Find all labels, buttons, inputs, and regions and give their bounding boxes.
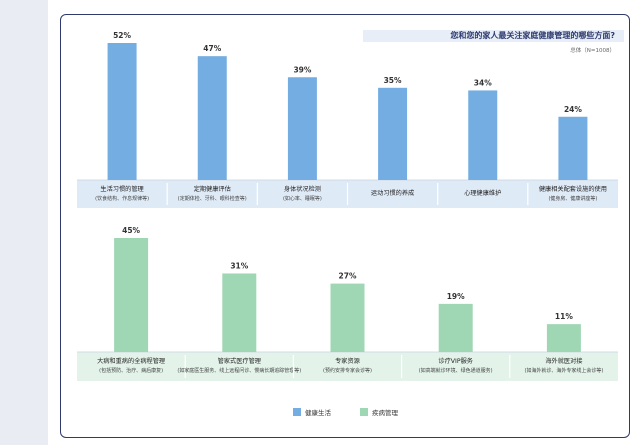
disease-bar — [438, 303, 473, 352]
chart-title: 您和您的家人最关注家庭健康管理的哪些方面? — [450, 31, 615, 40]
health-category-sublabel: (如心率、睡眠等) — [283, 195, 322, 202]
health-value-label: 39% — [293, 65, 311, 74]
chart-svg: 52% 生活习惯的管理 (饮食结构、作息规律等) 47% 定期健康评估 (定期体检、牙科、… — [77, 31, 618, 417]
legend-swatch — [293, 408, 301, 416]
legend-label: 疾病管理 — [372, 408, 399, 417]
health-bar — [558, 116, 588, 180]
health-category-label: 生活习惯的管理 — [100, 185, 143, 193]
disease-category-band — [77, 352, 618, 381]
page: 您和您的家人最关注家庭健康管理的哪些方面? 总体（N=1008） 52% 生活习惯… — [48, 0, 641, 445]
disease-value-label: 31% — [230, 261, 248, 270]
health-value-label: 35% — [384, 76, 402, 85]
health-category-sublabel: (健身房、健康讲座等) — [548, 195, 597, 202]
disease-value-label: 19% — [447, 292, 465, 301]
disease-bar — [222, 273, 257, 352]
health-bar — [468, 90, 498, 180]
disease-category-label: 海外就医对接 — [545, 357, 582, 365]
disease-value-label: 27% — [339, 272, 357, 281]
disease-value-label: 45% — [122, 226, 140, 235]
disease-bar — [330, 283, 365, 352]
disease-category-sublabel: (如家庭医生服务、线上远程问诊、慢病长期追踪管理等) — [177, 367, 301, 374]
health-category-sublabel: (饮食结构、作息规律等) — [95, 195, 149, 202]
health-bar — [287, 77, 317, 180]
disease-category-sublabel: (如高端就诊环境、绿色通道服务) — [419, 367, 493, 374]
legend-label: 健康生活 — [305, 408, 332, 417]
health-bar — [107, 43, 137, 180]
health-value-label: 24% — [564, 105, 582, 114]
health-category-sublabel: (定期体检、牙科、眼科检查等) — [178, 195, 247, 202]
health-category-label: 健康相关配套设施的使用 — [539, 185, 607, 193]
health-category-label: 运动习惯的养成 — [371, 189, 414, 197]
legend-swatch — [360, 408, 368, 416]
disease-category-sublabel: (预约安排专家会诊等) — [323, 367, 372, 374]
disease-category-label: 管家式医疗管理 — [218, 357, 261, 365]
health-category-label: 身体状况检测 — [284, 185, 321, 193]
disease-value-label: 11% — [555, 312, 573, 321]
health-value-label: 52% — [113, 31, 131, 40]
health-category-label: 心理健康维护 — [464, 189, 501, 197]
health-bar — [197, 56, 227, 180]
disease-category-label: 大病和重病的全病程管理 — [97, 357, 165, 365]
disease-category-sublabel: (如海外就诊、海外专家线上会诊等) — [524, 367, 603, 374]
disease-bar — [546, 324, 581, 352]
disease-category-label: 诊疗VIP服务 — [438, 357, 473, 365]
chart-subtitle: 总体（N=1008） — [570, 48, 615, 54]
health-category-label: 定期健康评估 — [194, 185, 231, 193]
health-bar — [378, 87, 408, 180]
title-highlight — [363, 30, 624, 42]
health-value-label: 47% — [203, 44, 221, 53]
disease-category-label: 专家资源 — [335, 357, 360, 365]
disease-bar — [114, 238, 149, 352]
disease-category-sublabel: (包括预防、治疗、病后康复) — [99, 367, 163, 374]
health-value-label: 34% — [474, 78, 492, 87]
